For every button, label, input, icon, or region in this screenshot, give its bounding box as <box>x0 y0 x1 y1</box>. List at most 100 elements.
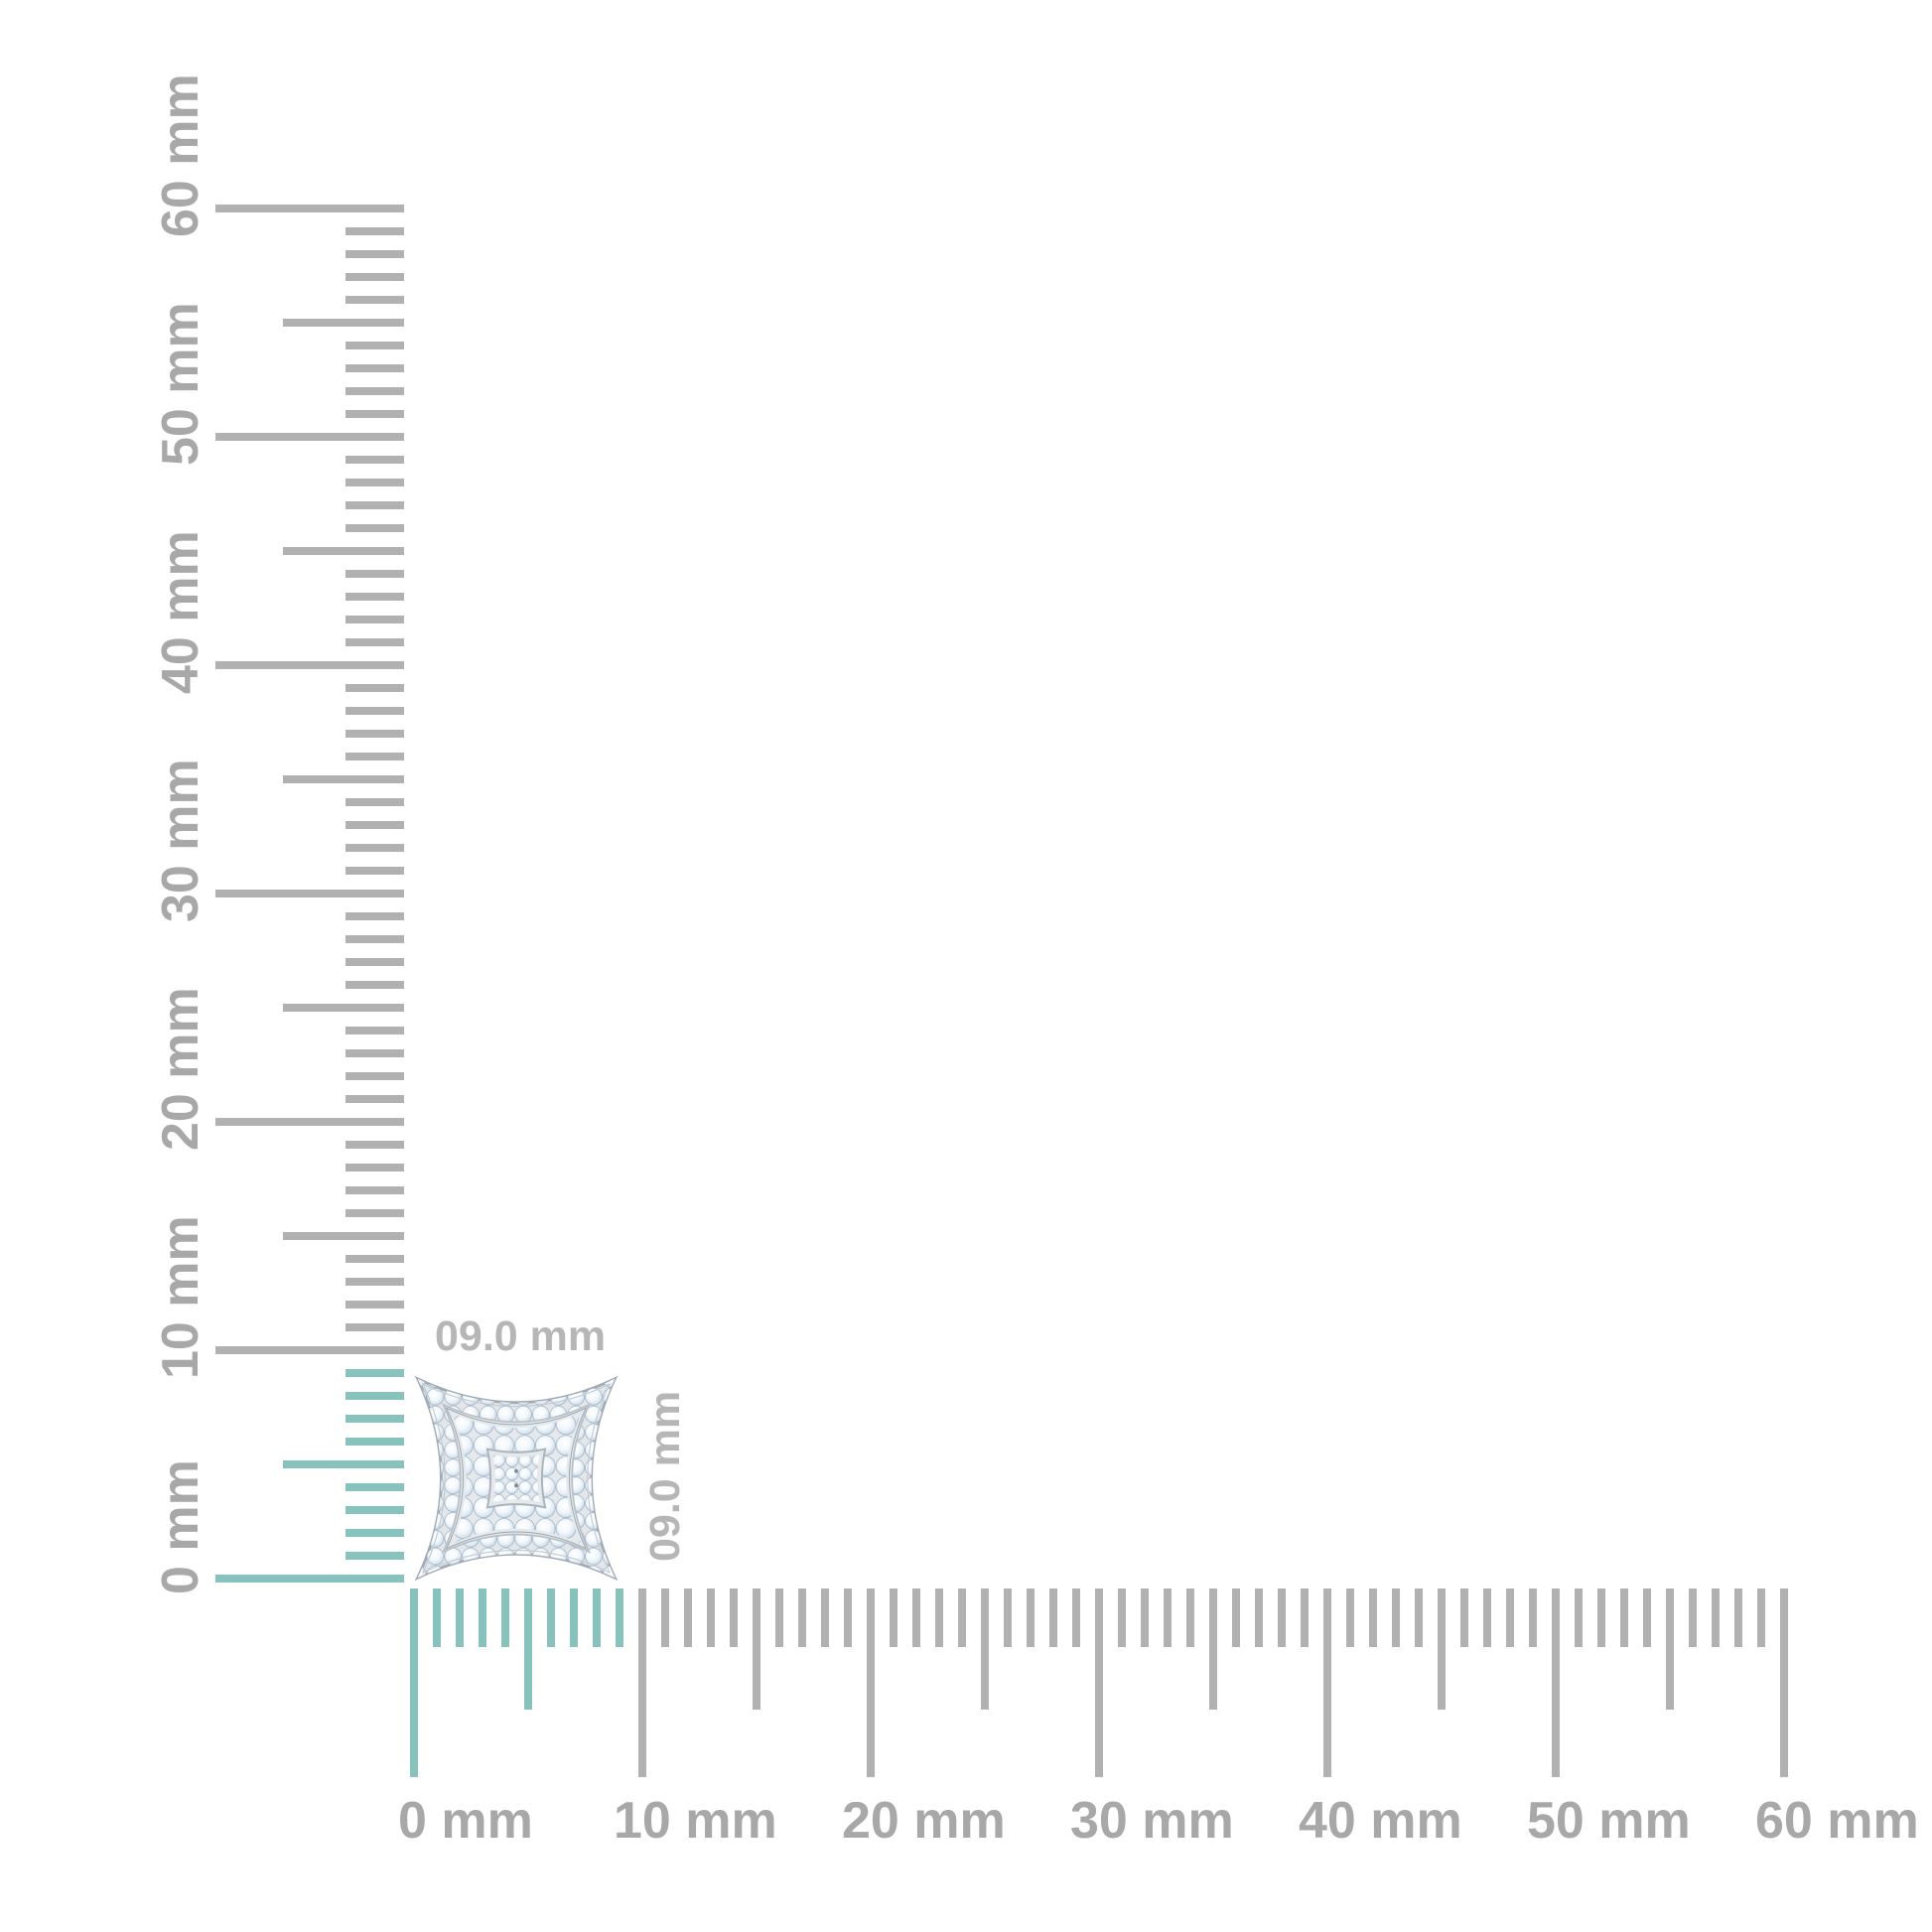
h-ruler-tick-15mm <box>753 1588 760 1710</box>
h-ruler-tick-29mm <box>1072 1588 1080 1647</box>
v-ruler-tick-59mm <box>345 227 404 235</box>
h-ruler-tick-8mm <box>593 1588 601 1647</box>
v-ruler-tick-39mm <box>345 684 404 692</box>
h-ruler-tick-23mm <box>935 1588 943 1647</box>
h-ruler-tick-5mm <box>524 1588 532 1710</box>
v-ruler-tick-45mm <box>283 547 404 555</box>
h-ruler-tick-43mm <box>1392 1588 1400 1647</box>
h-ruler-tick-59mm <box>1757 1588 1765 1647</box>
h-ruler-tick-3mm <box>479 1588 486 1647</box>
h-ruler-tick-49mm <box>1529 1588 1537 1647</box>
h-ruler-tick-1mm <box>433 1588 441 1647</box>
v-ruler-tick-0mm <box>215 1575 404 1583</box>
v-ruler-tick-41mm <box>345 638 404 646</box>
v-ruler-tick-4mm <box>345 1483 404 1491</box>
h-ruler-tick-37mm <box>1255 1588 1263 1647</box>
h-ruler-tick-6mm <box>547 1588 555 1647</box>
v-ruler-tick-28mm <box>345 935 404 943</box>
v-ruler-tick-51mm <box>345 410 404 418</box>
v-ruler-tick-13mm <box>345 1278 404 1286</box>
v-ruler-tick-14mm <box>345 1255 404 1263</box>
h-ruler-label-50mm: 50 mm <box>1527 1792 1691 1850</box>
v-ruler-tick-12mm <box>345 1301 404 1309</box>
h-ruler-tick-4mm <box>501 1588 509 1647</box>
h-ruler-tick-25mm <box>981 1588 989 1710</box>
v-ruler-tick-60mm <box>215 205 404 212</box>
h-ruler-tick-14mm <box>730 1588 738 1647</box>
h-ruler-tick-42mm <box>1369 1588 1377 1647</box>
h-ruler-tick-60mm <box>1780 1588 1788 1777</box>
h-ruler-tick-52mm <box>1597 1588 1605 1647</box>
h-ruler-tick-26mm <box>1004 1588 1012 1647</box>
h-ruler-tick-32mm <box>1141 1588 1149 1647</box>
v-ruler-tick-9mm <box>345 1369 404 1377</box>
h-ruler-tick-17mm <box>798 1588 806 1647</box>
groove-accent-line <box>445 1407 588 1550</box>
v-ruler-tick-53mm <box>345 364 404 372</box>
v-ruler-tick-5mm <box>283 1460 404 1468</box>
v-ruler-tick-1mm <box>345 1552 404 1560</box>
h-ruler-tick-33mm <box>1164 1588 1172 1647</box>
h-ruler-tick-45mm <box>1438 1588 1446 1710</box>
v-ruler-tick-18mm <box>345 1164 404 1172</box>
h-ruler-tick-18mm <box>821 1588 829 1647</box>
v-ruler-tick-17mm <box>345 1186 404 1194</box>
h-ruler-tick-53mm <box>1620 1588 1628 1647</box>
v-ruler-tick-47mm <box>345 501 404 509</box>
h-ruler-label-10mm: 10 mm <box>614 1792 777 1850</box>
h-ruler-tick-13mm <box>707 1588 715 1647</box>
v-ruler-tick-31mm <box>345 867 404 875</box>
v-ruler-tick-54mm <box>345 342 404 349</box>
h-ruler-tick-57mm <box>1712 1588 1720 1647</box>
h-ruler-tick-35mm <box>1209 1588 1217 1710</box>
center-setting-dot <box>514 1483 518 1488</box>
v-ruler-tick-55mm <box>283 319 404 327</box>
v-ruler-label-40mm: 40 mm <box>152 530 209 694</box>
v-ruler-tick-26mm <box>345 981 404 989</box>
h-ruler-tick-47mm <box>1483 1588 1491 1647</box>
h-ruler-tick-9mm <box>616 1588 623 1647</box>
h-ruler-tick-20mm <box>867 1588 875 1777</box>
v-ruler-tick-58mm <box>345 250 404 258</box>
v-ruler-tick-46mm <box>345 524 404 532</box>
v-ruler-label-60mm: 60 mm <box>152 73 209 237</box>
h-ruler-tick-58mm <box>1734 1588 1742 1647</box>
v-ruler-tick-35mm <box>283 775 404 783</box>
h-ruler-tick-7mm <box>570 1588 578 1647</box>
h-ruler-tick-41mm <box>1346 1588 1354 1647</box>
h-ruler-tick-48mm <box>1506 1588 1514 1647</box>
h-ruler-tick-39mm <box>1301 1588 1309 1647</box>
h-ruler-label-20mm: 20 mm <box>842 1792 1006 1850</box>
v-ruler-label-20mm: 20 mm <box>152 987 209 1151</box>
h-ruler-tick-38mm <box>1278 1588 1286 1647</box>
v-ruler-tick-2mm <box>345 1529 404 1537</box>
h-ruler-label-0mm: 0 mm <box>398 1792 533 1850</box>
h-ruler-tick-55mm <box>1666 1588 1674 1710</box>
h-ruler-tick-31mm <box>1118 1588 1126 1647</box>
pave-center-cluster <box>492 1454 540 1502</box>
rim-highlight-line <box>421 1383 612 1574</box>
v-ruler-tick-48mm <box>345 479 404 486</box>
h-ruler-tick-36mm <box>1232 1588 1240 1647</box>
v-ruler-tick-43mm <box>345 593 404 601</box>
h-ruler-tick-50mm <box>1552 1588 1560 1777</box>
earring-image <box>414 1375 619 1582</box>
item-height-label: 09.0 mm <box>641 1390 689 1562</box>
h-ruler-tick-2mm <box>456 1588 464 1647</box>
v-ruler-tick-10mm <box>215 1346 404 1354</box>
h-ruler-tick-22mm <box>912 1588 920 1647</box>
h-ruler-tick-40mm <box>1323 1588 1331 1777</box>
v-ruler-tick-19mm <box>345 1141 404 1149</box>
v-ruler-tick-52mm <box>345 387 404 395</box>
h-ruler-tick-0mm <box>410 1588 418 1777</box>
item-width-label: 09.0 mm <box>435 1312 607 1360</box>
v-ruler-tick-22mm <box>345 1072 404 1080</box>
h-ruler-tick-19mm <box>844 1588 852 1647</box>
h-ruler-label-30mm: 30 mm <box>1070 1792 1234 1850</box>
v-ruler-tick-38mm <box>345 707 404 715</box>
h-ruler-tick-46mm <box>1460 1588 1468 1647</box>
v-ruler-tick-32mm <box>345 844 404 852</box>
v-ruler-tick-34mm <box>345 798 404 806</box>
h-ruler-tick-24mm <box>958 1588 966 1647</box>
v-ruler-label-50mm: 50 mm <box>152 302 209 466</box>
